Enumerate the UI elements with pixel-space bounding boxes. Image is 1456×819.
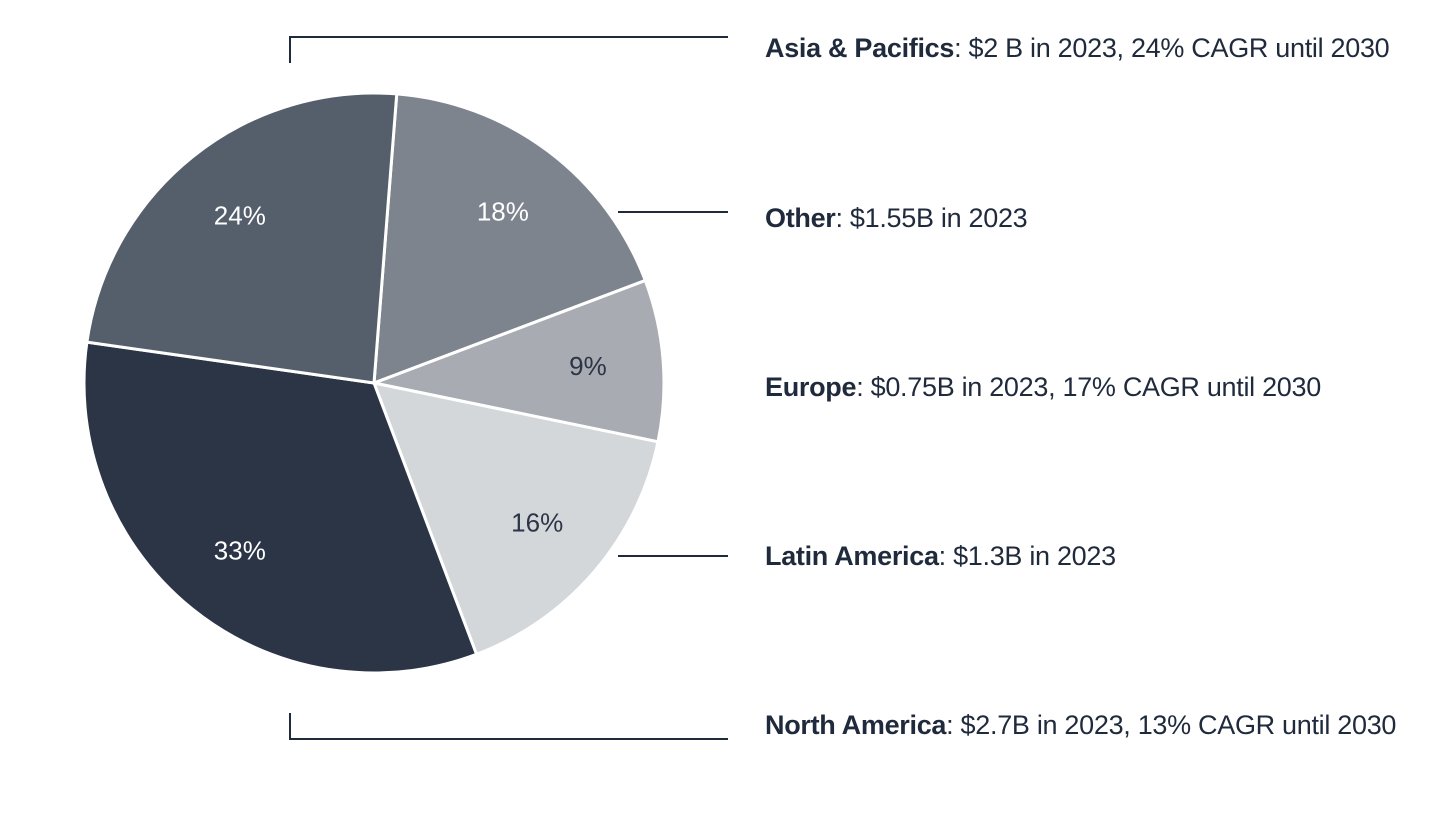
legend-region-detail: : $0.75B in 2023, 17% CAGR until 2030 [856,372,1321,402]
legend-region-name: Europe [765,372,857,402]
pie-slices [82,91,666,675]
legend-entry-latin-america: Latin America: $1.3B in 2023 [765,540,1116,572]
pie-slice [372,92,647,385]
legend-region-name: North America [765,710,947,740]
pie-labels: 18% 9% 16% 33% 24% [214,196,607,565]
pie-slice-label: 9% [569,351,607,381]
legend-region-name: Asia & Pacifics [765,33,955,63]
pie-slice-label: 33% [214,535,266,565]
leader-lines [289,36,728,740]
pie-slice [372,381,660,656]
legend-region-detail: : $1.55B in 2023 [835,203,1028,233]
pie-slice [372,278,666,444]
pie-slice [85,91,399,385]
legend-region-detail: : $2.7B in 2023, 13% CAGR until 2030 [946,710,1397,740]
legend-entry-north-america: North America: $2.7B in 2023, 13% CAGR u… [765,709,1396,741]
legend-entry-other: Other: $1.55B in 2023 [765,202,1028,234]
pie-slice-label: 24% [214,201,266,231]
legend-entry-europe: Europe: $0.75B in 2023, 17% CAGR until 2… [765,371,1321,403]
legend-region-name: Latin America [765,541,939,571]
legend-region-name: Other [765,203,836,233]
legend-region-detail: : $2 B in 2023, 24% CAGR until 2030 [954,33,1390,63]
leader-line-north-america [289,713,728,740]
pie-slice-label: 16% [511,507,563,537]
pie-slice [82,340,479,675]
legend-region-detail: : $1.3B in 2023 [938,541,1116,571]
pie-slice-label: 18% [477,196,529,226]
leader-line-asia-pacifics [289,36,728,63]
legend-entry-asia-pacifics: Asia & Pacifics: $2 B in 2023, 24% CAGR … [765,32,1390,64]
